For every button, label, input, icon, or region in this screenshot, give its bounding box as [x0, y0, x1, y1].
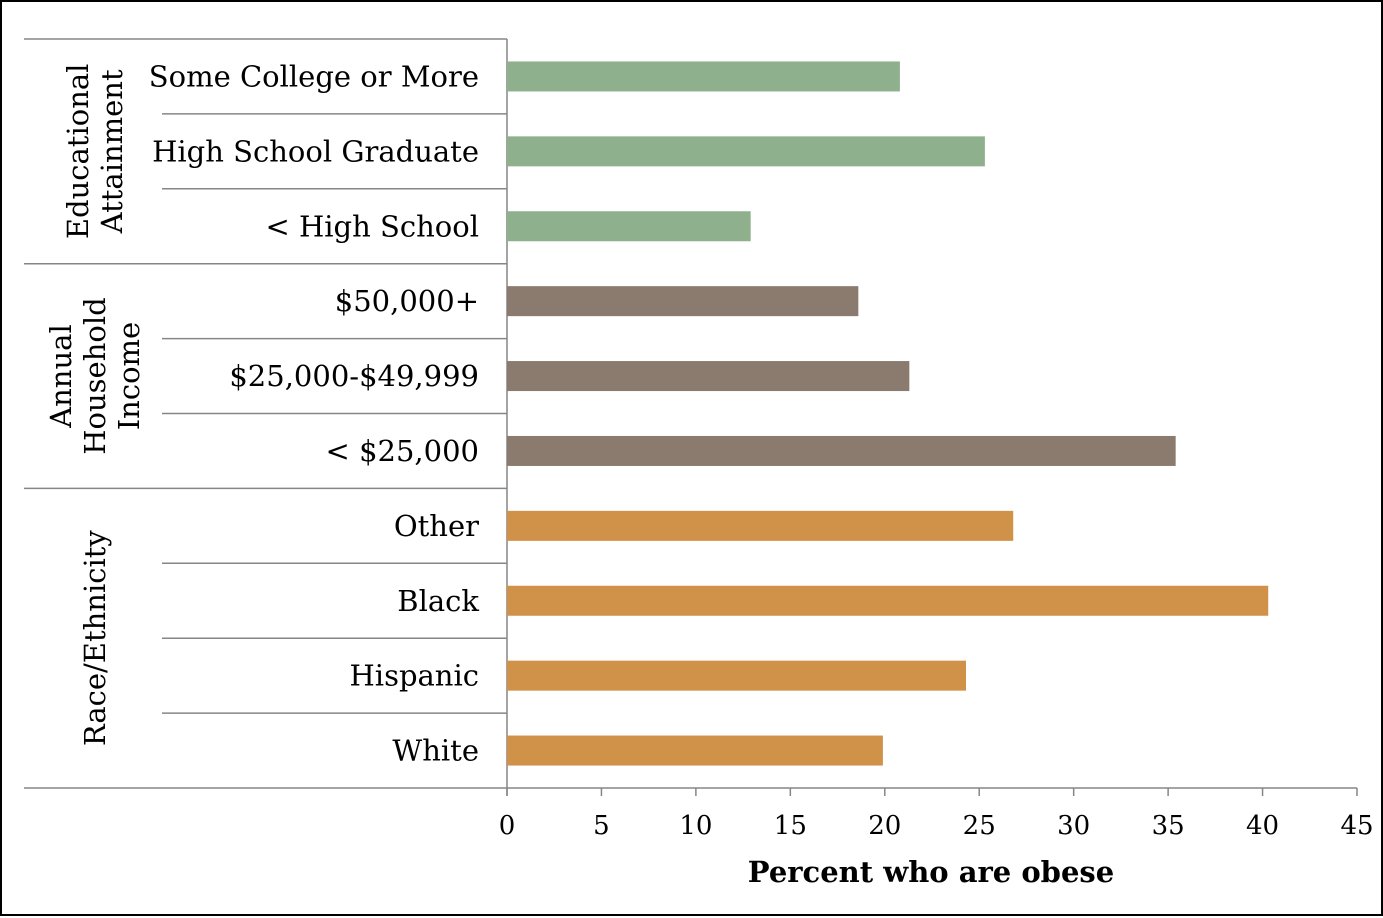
bar: [507, 435, 1176, 466]
group-label-line: Attainment: [95, 69, 129, 234]
category-labels: Some College or More High School Graduate…: [44, 59, 479, 767]
x-tick-label: 40: [1246, 811, 1279, 841]
x-tick-label: 35: [1152, 811, 1185, 841]
category-label: High School Graduate: [152, 134, 479, 168]
x-tick-label: 20: [868, 811, 901, 841]
x-tick-label: 5: [593, 811, 610, 841]
x-tick-label: 25: [963, 811, 996, 841]
bar: [507, 585, 1269, 616]
x-tick-label: 30: [1057, 811, 1090, 841]
bar: [507, 61, 900, 92]
bar: [507, 211, 751, 242]
bar: [507, 510, 1014, 541]
x-tick-label: 45: [1340, 811, 1373, 841]
x-tick-label: 10: [679, 811, 712, 841]
bar: [507, 735, 883, 766]
group-label-line: Educational: [61, 64, 95, 240]
group-label: EducationalAttainment: [61, 64, 129, 240]
group-label-line: Household: [78, 297, 112, 454]
bars: [507, 61, 1269, 766]
category-label: $25,000-$49,999: [229, 359, 479, 393]
category-label: Some College or More: [149, 59, 479, 93]
category-label: < High School: [265, 209, 479, 243]
x-tick-label: 15: [774, 811, 807, 841]
x-axis: 0 5 10 15 20 25 30 35 40 45: [499, 787, 1374, 841]
group-label-line: Race/Ethnicity: [78, 530, 112, 747]
x-tick-label: 0: [499, 811, 516, 841]
bar: [507, 361, 910, 392]
group-label-line: Income: [112, 322, 146, 431]
x-axis-title: Percent who are obese: [748, 855, 1114, 889]
bar: [507, 660, 966, 691]
bar: [507, 286, 859, 317]
category-label: White: [392, 734, 479, 768]
category-label: Black: [397, 584, 479, 618]
category-label: < $25,000: [326, 434, 479, 468]
group-label-line: Annual: [44, 324, 78, 429]
bar: [507, 136, 985, 167]
group-label: Race/Ethnicity: [78, 530, 112, 747]
category-label: $50,000+: [335, 284, 479, 318]
category-label: Hispanic: [350, 659, 480, 693]
group-label: AnnualHouseholdIncome: [44, 297, 146, 454]
category-label: Other: [394, 509, 479, 543]
